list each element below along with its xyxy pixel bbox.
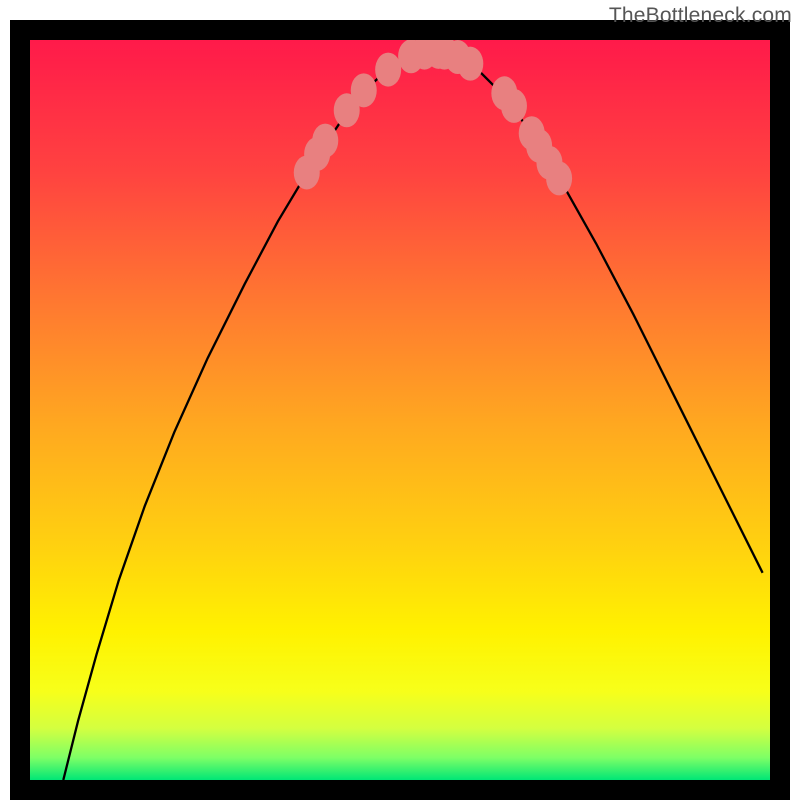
curve-marker <box>312 124 338 158</box>
bottleneck-curve-chart <box>0 0 800 800</box>
curve-marker <box>546 161 572 195</box>
chart-container: TheBottleneck.com <box>0 0 800 800</box>
curve-marker <box>501 89 527 123</box>
curve-marker <box>375 53 401 87</box>
curve-marker <box>457 47 483 81</box>
plot-background <box>30 40 770 780</box>
watermark-text: TheBottleneck.com <box>609 4 792 28</box>
curve-marker <box>351 73 377 107</box>
